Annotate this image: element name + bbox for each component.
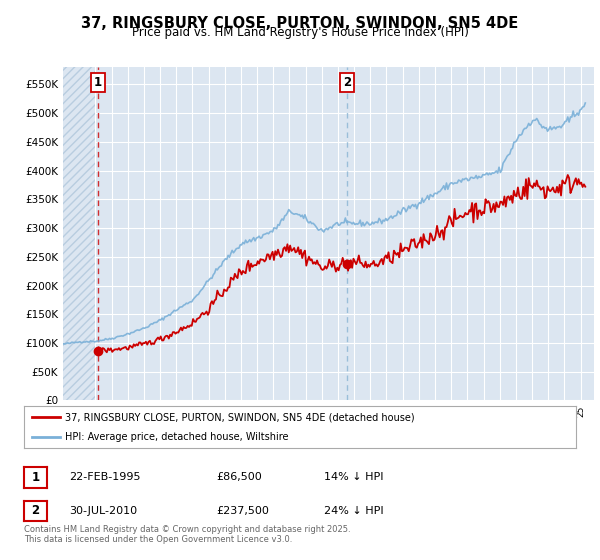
Text: HPI: Average price, detached house, Wiltshire: HPI: Average price, detached house, Wilt… — [65, 432, 289, 442]
Text: 1: 1 — [31, 471, 40, 484]
Text: 1: 1 — [94, 76, 102, 88]
Text: 30-JUL-2010: 30-JUL-2010 — [69, 506, 137, 516]
Text: 14% ↓ HPI: 14% ↓ HPI — [324, 472, 383, 482]
Text: 37, RINGSBURY CLOSE, PURTON, SWINDON, SN5 4DE: 37, RINGSBURY CLOSE, PURTON, SWINDON, SN… — [82, 16, 518, 31]
Text: £237,500: £237,500 — [216, 506, 269, 516]
Text: 24% ↓ HPI: 24% ↓ HPI — [324, 506, 383, 516]
Text: 37, RINGSBURY CLOSE, PURTON, SWINDON, SN5 4DE (detached house): 37, RINGSBURY CLOSE, PURTON, SWINDON, SN… — [65, 412, 415, 422]
Text: Price paid vs. HM Land Registry's House Price Index (HPI): Price paid vs. HM Land Registry's House … — [131, 26, 469, 39]
Text: 22-FEB-1995: 22-FEB-1995 — [69, 472, 140, 482]
Text: Contains HM Land Registry data © Crown copyright and database right 2025.
This d: Contains HM Land Registry data © Crown c… — [24, 525, 350, 544]
Text: £86,500: £86,500 — [216, 472, 262, 482]
Text: 2: 2 — [343, 76, 352, 88]
Text: 2: 2 — [31, 505, 40, 517]
Bar — [63, 67, 95, 400]
